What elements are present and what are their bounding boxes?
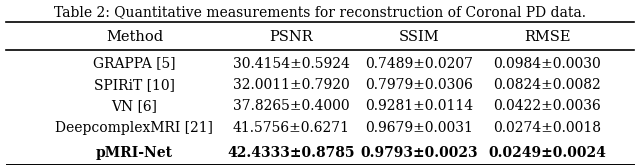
Text: 0.0249±0.0024: 0.0249±0.0024 [488, 146, 606, 160]
Text: 37.8265±0.4000: 37.8265±0.4000 [233, 99, 349, 113]
Text: 0.9793±0.0023: 0.9793±0.0023 [360, 146, 478, 160]
Text: 0.7489±0.0207: 0.7489±0.0207 [365, 57, 473, 70]
Text: DeepcomplexMRI [21]: DeepcomplexMRI [21] [56, 121, 213, 135]
Text: 41.5756±0.6271: 41.5756±0.6271 [233, 121, 349, 135]
Text: 0.0274±0.0018: 0.0274±0.0018 [493, 121, 601, 135]
Text: SSIM: SSIM [399, 30, 440, 44]
Text: 0.0422±0.0036: 0.0422±0.0036 [493, 99, 601, 113]
Text: PSNR: PSNR [269, 30, 313, 44]
Text: 0.0824±0.0082: 0.0824±0.0082 [493, 78, 601, 92]
Text: 42.4333±0.8785: 42.4333±0.8785 [227, 146, 355, 160]
Text: pMRI-Net: pMRI-Net [96, 146, 173, 160]
Text: RMSE: RMSE [524, 30, 570, 44]
Text: 0.9679±0.0031: 0.9679±0.0031 [365, 121, 473, 135]
Text: 0.0984±0.0030: 0.0984±0.0030 [493, 57, 601, 70]
Text: 30.4154±0.5924: 30.4154±0.5924 [233, 57, 349, 70]
Text: VN [6]: VN [6] [111, 99, 157, 113]
Text: 0.9281±0.0114: 0.9281±0.0114 [365, 99, 473, 113]
Text: 0.7979±0.0306: 0.7979±0.0306 [365, 78, 473, 92]
Text: SPIRiT [10]: SPIRiT [10] [94, 78, 175, 92]
Text: GRAPPA [5]: GRAPPA [5] [93, 57, 176, 70]
Text: 32.0011±0.7920: 32.0011±0.7920 [233, 78, 349, 92]
Text: Table 2: Quantitative measurements for reconstruction of Coronal PD data.: Table 2: Quantitative measurements for r… [54, 5, 586, 19]
Text: Method: Method [106, 30, 163, 44]
